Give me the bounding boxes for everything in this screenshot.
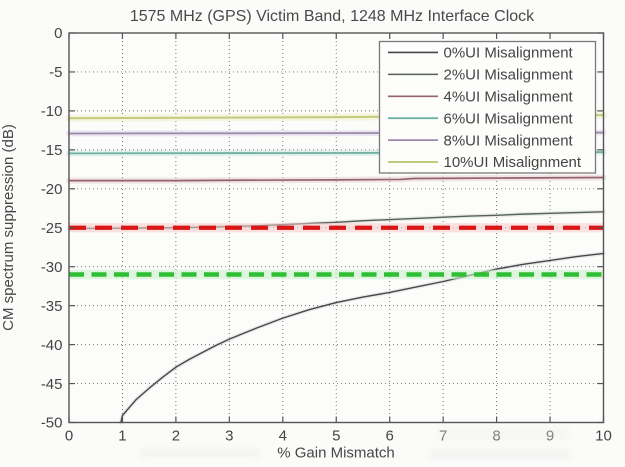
smudge	[438, 427, 568, 441]
y-axis-label: CM spectrum suppression (dB)	[0, 124, 17, 331]
legend-label: 8%UI Misalignment	[444, 132, 574, 149]
x-tick-label: 1	[118, 428, 126, 445]
y-tick-label: -15	[41, 142, 63, 159]
x-tick-label: 6	[386, 428, 394, 445]
y-tick-label: -40	[41, 337, 63, 354]
legend-item-10pctui-misalignment: 10%UI Misalignment	[388, 154, 582, 171]
x-tick-label: 3	[225, 428, 233, 445]
y-tick-label: -35	[41, 298, 63, 315]
y-tick-label: -10	[41, 103, 63, 120]
smudge	[140, 449, 260, 457]
x-tick-label: 7	[439, 428, 447, 445]
y-tick-label: -25	[41, 220, 63, 237]
legend-item-6pctui-misalignment: 6%UI Misalignment	[388, 110, 574, 127]
y-tick-label: -20	[41, 181, 63, 198]
legend-item-8pctui-misalignment: 8%UI Misalignment	[388, 132, 574, 149]
x-tick-label: 0	[65, 428, 73, 445]
series-line	[69, 176, 604, 182]
legend-label: 2%UI Misalignment	[444, 67, 574, 84]
plot-area: 0 1 2 3 4 5 6 7 8 9 10 0 -5 -10 -15 -20 -25 -30 -35 -40 -45 -…	[41, 25, 612, 458]
legend-label: 6%UI Misalignment	[444, 110, 574, 127]
legend-item-4pctui-misalignment: 4%UI Misalignment	[388, 88, 574, 105]
x-tick-label: 5	[332, 428, 340, 445]
y-tick-label: 0	[54, 25, 62, 42]
y-tick-label: -50	[41, 415, 63, 432]
x-tick-label: 4	[279, 428, 287, 445]
legend-label: 10%UI Misalignment	[444, 154, 582, 171]
tick-marks	[68, 32, 605, 424]
legend: 0%UI Misalignment 2%UI Misalignment 4%UI M…	[378, 40, 597, 174]
x-tick-label: 9	[546, 428, 554, 445]
y-tick-label: -30	[41, 259, 63, 276]
smudge	[430, 450, 570, 458]
x-tick-label: 2	[172, 428, 180, 445]
y-tick-label: -5	[49, 64, 62, 81]
tick-labels: 0 1 2 3 4 5 6 7 8 9 10 0 -5 -10 -15 -20 -25 -30 -35 -40 -45 -…	[41, 25, 612, 444]
legend-box	[378, 40, 597, 174]
x-tick-label: 10	[595, 428, 612, 445]
legend-label: 4%UI Misalignment	[444, 88, 574, 105]
series-line	[120, 252, 604, 423]
series-4pctui-misalignment	[66, 174, 607, 184]
chart-title: 1575 MHz (GPS) Victim Band, 1248 MHz Int…	[130, 8, 535, 25]
y-tick-label: -45	[41, 376, 63, 393]
series-0pctui-misalignment	[118, 251, 606, 425]
x-axis-label: % Gain Mismatch	[277, 445, 395, 462]
legend-item-0pctui-misalignment: 0%UI Misalignment	[388, 45, 574, 62]
legend-item-2pctui-misalignment: 2%UI Misalignment	[388, 67, 574, 84]
legend-label: 0%UI Misalignment	[444, 45, 574, 62]
bottom-smudges	[140, 427, 570, 458]
x-tick-label: 8	[492, 428, 500, 445]
